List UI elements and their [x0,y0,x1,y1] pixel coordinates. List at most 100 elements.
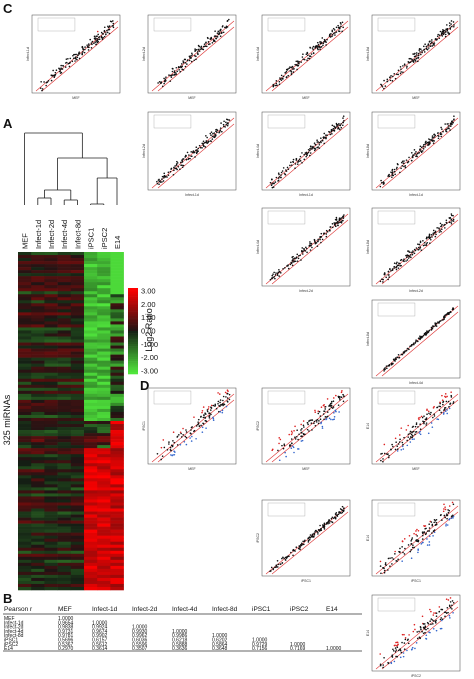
scatter-point [406,65,408,68]
heatmap-cell [57,508,72,512]
scatter-point [313,422,315,425]
scatter-point [452,402,455,405]
heatmap-cell [70,315,85,319]
legend-swatch [128,331,138,334]
scatter-point [393,262,396,265]
scatter-point [410,151,413,154]
heatmap-cell [18,574,32,579]
scatter-point [402,448,405,450]
scatter-point [322,44,324,47]
scatter-point [421,534,424,537]
scatter-point [450,221,452,223]
x-axis-label: MEF [72,96,79,100]
heatmap-cell [18,466,32,470]
scatter-point [387,270,390,273]
scatter-point [158,80,161,83]
heatmap-cell [18,267,32,271]
heatmap-cell [84,526,98,530]
scatter-point [432,233,435,236]
scatter-point [220,32,223,34]
heatmap-cell [57,279,72,283]
scatter-point [303,426,305,428]
heatmap-cell [57,541,72,546]
scatter-point [402,655,405,658]
scatter-point [224,391,227,394]
legend-swatch [128,320,138,323]
scatter-point [442,413,445,415]
heatmap-cell [70,345,85,349]
legend-swatch [128,292,138,295]
scatter-point [414,433,416,436]
scatter-point [415,422,418,424]
heatmap-cell [110,372,124,377]
heatmap-cell [18,427,32,431]
scatter-point [68,65,71,68]
scatter-point [402,162,405,164]
heatmap-cell [57,255,72,259]
heatmap-cell [70,436,85,440]
scatter-point [228,393,231,396]
scatter-point [184,435,187,438]
heatmap-cell [70,454,85,458]
heatmap-cell [44,427,58,431]
scatter-point [222,123,225,126]
heatmap-cell [44,547,58,552]
scatter-point [421,150,424,152]
scatter-point [321,37,324,39]
heatmap-cell [57,291,72,295]
scatter-point [279,77,281,79]
scatter-point [415,533,417,536]
scatter-point [331,226,334,229]
scatter-point [330,418,332,421]
scatter-point [452,25,455,28]
y-axis-label: E14 [366,535,370,541]
scatter-point [320,42,323,44]
scatter-point [422,144,425,146]
heatmap-cell [84,535,98,539]
scatter-point [176,436,179,438]
scatter-point [311,246,313,249]
scatter-point [272,186,275,188]
scatter-point [404,547,406,550]
scatter-point [226,20,229,22]
scatter-point [64,66,67,68]
scatter-point [409,345,411,348]
scatter-point [290,438,293,440]
scatter-point [410,648,413,651]
scatter-point [421,335,424,338]
heatmap-cell [97,381,111,386]
scatter-point [425,634,428,637]
scatter-point [294,438,297,440]
scatter-point [399,66,402,68]
scatter-point [445,400,448,403]
scatter-point [414,152,416,155]
scatter-point [435,518,438,521]
scatter-point [443,508,445,510]
heatmap-cell [31,475,45,479]
scatter-point [112,26,115,29]
scatter-point [444,516,447,519]
scatter-point [294,167,296,169]
scatter-point [384,85,387,87]
heatmap-cell [57,411,72,416]
scatter-point [410,433,413,436]
heatmap-cell [110,487,124,491]
heatmap-cell [84,553,98,558]
heatmap-cell [31,490,45,494]
heatmap-cell [84,538,98,543]
scatter-point [301,56,304,58]
scatter-point [77,52,80,55]
scatter-point [307,148,310,151]
scatter-point [270,277,273,279]
heatmap-cell [18,321,32,325]
table-cell: 0.6202 [212,638,228,644]
scatter-point [445,523,447,525]
heatmap-cell [97,502,111,506]
scatter-point [442,130,444,133]
heatmap-cell [44,487,58,491]
heatmap-cell [57,375,72,380]
heatmap-cell [57,499,72,503]
scatter-point [341,511,344,514]
scatter-point [398,441,401,443]
heatmap-cell [57,490,72,494]
